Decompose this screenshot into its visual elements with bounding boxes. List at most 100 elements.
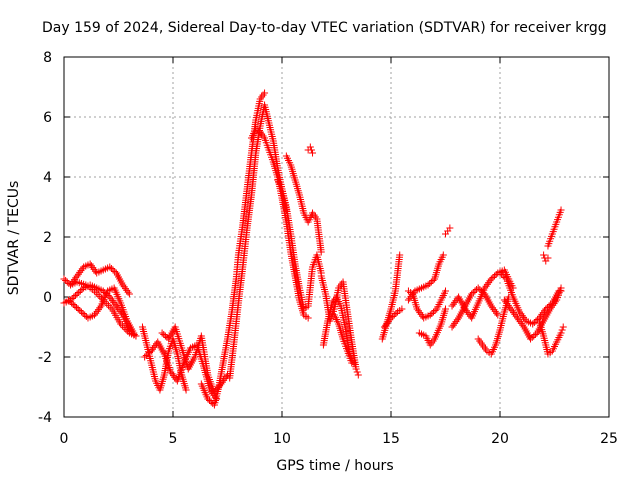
data-point-interp xyxy=(79,310,87,317)
data-point-interp xyxy=(483,280,491,288)
series-track-i xyxy=(226,101,290,382)
series-track-a xyxy=(60,260,133,298)
data-point-interp xyxy=(538,310,546,318)
data-point xyxy=(540,251,548,259)
data-point-interp xyxy=(430,308,438,316)
series-track-u xyxy=(415,305,449,349)
data-point-interp xyxy=(382,321,390,329)
data-point-interp xyxy=(511,310,519,318)
y-tick-label: -2 xyxy=(38,350,52,366)
data-point-interp xyxy=(491,307,499,315)
data-point-interp xyxy=(386,316,394,324)
data-point xyxy=(60,275,68,283)
data-point xyxy=(529,320,537,328)
data-point xyxy=(317,248,325,256)
data-point-interp xyxy=(515,316,523,324)
data-point-interp xyxy=(485,279,493,287)
series-track-g xyxy=(158,323,231,397)
data-point-interp xyxy=(498,271,506,278)
data-point-interp xyxy=(431,307,439,314)
data-point xyxy=(387,314,395,322)
y-axis-label: SDTVAR / TECUs xyxy=(6,181,22,296)
data-point xyxy=(557,284,565,292)
data-point-interp xyxy=(120,324,128,332)
data-point xyxy=(496,269,504,277)
data-point-interp xyxy=(89,264,97,272)
data-point xyxy=(117,320,125,328)
data-point xyxy=(557,329,565,337)
data-point-interp xyxy=(428,310,436,317)
data-point-interp xyxy=(453,316,461,324)
data-point-interp xyxy=(149,345,157,353)
data-point-interp xyxy=(414,307,422,315)
data-point-interp xyxy=(121,285,129,293)
data-point-interp xyxy=(537,312,545,320)
x-axis-label: GPS time / hours xyxy=(276,458,393,474)
data-point-interp xyxy=(62,277,70,284)
data-point-interp xyxy=(63,278,71,286)
data-point xyxy=(442,287,449,295)
data-point-interp xyxy=(161,332,169,340)
data-point-interp xyxy=(75,289,83,296)
data-point-interp xyxy=(517,310,525,318)
data-point-interp xyxy=(465,310,473,318)
data-point-interp xyxy=(476,286,484,293)
data-point-interp xyxy=(150,343,158,351)
data-point-interp xyxy=(516,318,524,326)
data-point-interp xyxy=(222,373,230,381)
y-tick-label: 6 xyxy=(43,110,52,126)
data-point xyxy=(119,281,127,289)
data-point xyxy=(404,296,412,304)
x-tick-label: 0 xyxy=(60,431,69,447)
data-point-interp xyxy=(427,278,435,286)
y-tick-label: -4 xyxy=(38,410,52,426)
data-point-interp xyxy=(534,316,542,323)
data-point-interp xyxy=(389,313,397,320)
data-point xyxy=(380,323,388,331)
data-point-interp xyxy=(550,300,558,308)
series-track-q xyxy=(378,251,404,343)
x-tick-label: 5 xyxy=(169,431,178,447)
data-point xyxy=(261,89,269,97)
data-point-interp xyxy=(353,368,361,376)
data-point xyxy=(481,284,489,292)
data-point-interp xyxy=(549,301,557,309)
data-point-interp xyxy=(122,325,130,333)
data-point-interp xyxy=(449,300,457,308)
data-point-interp xyxy=(104,301,112,309)
data-point-interp xyxy=(469,289,477,296)
data-point xyxy=(442,305,449,313)
series-track-l xyxy=(282,152,325,256)
y-tick-label: 4 xyxy=(43,170,52,186)
data-point-interp xyxy=(106,303,114,311)
data-point-interp xyxy=(76,287,84,295)
data-point-interp xyxy=(307,146,315,154)
data-series xyxy=(60,89,567,409)
data-point-interp xyxy=(530,319,538,326)
data-point-interp xyxy=(519,321,527,329)
data-point-interp xyxy=(71,292,79,299)
data-point-interp xyxy=(206,397,214,404)
data-point xyxy=(99,296,107,304)
data-point-interp xyxy=(512,312,520,320)
data-point-interp xyxy=(464,309,472,317)
data-point-interp xyxy=(510,309,518,317)
data-point xyxy=(413,305,421,313)
data-point-interp xyxy=(142,352,150,359)
data-point-interp xyxy=(124,288,132,296)
data-point-interp xyxy=(124,327,132,335)
data-point xyxy=(141,353,149,361)
x-tick-label: 25 xyxy=(600,431,618,447)
data-point xyxy=(158,329,166,337)
data-point-interp xyxy=(501,274,509,281)
data-point-interp xyxy=(97,294,105,302)
data-point-interp xyxy=(81,311,89,319)
data-point xyxy=(396,251,404,259)
data-point-interp xyxy=(504,301,512,309)
data-point-interp xyxy=(384,318,392,326)
data-point-interp xyxy=(68,299,76,307)
data-point-interp xyxy=(489,274,497,281)
data-point xyxy=(516,308,524,316)
data-point-interp xyxy=(94,291,102,299)
